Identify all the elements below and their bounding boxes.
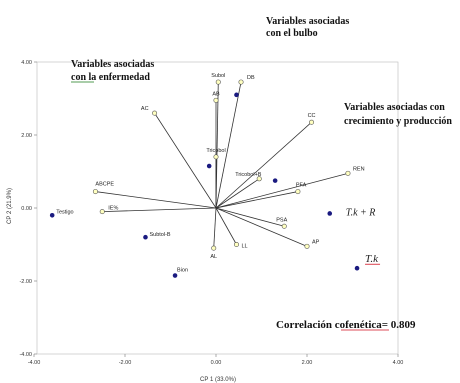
vector-endpoint [213, 154, 219, 160]
vector-endpoint [345, 170, 351, 176]
x-tick-label: 4.00 [393, 360, 404, 366]
vector-line [215, 207, 308, 247]
annotation-bulbo-line2: con el bulbo [266, 28, 318, 39]
vector-label: REN [353, 166, 365, 172]
vector-label: LL [241, 244, 247, 250]
vector-label: Tricobol+B [235, 172, 262, 178]
vector-endpoint [281, 223, 287, 229]
vector-endpoint [211, 245, 217, 251]
treatment-point [49, 213, 55, 218]
treatment-point [354, 265, 360, 271]
vector-label: AP [312, 239, 320, 245]
vector-line [215, 207, 237, 245]
vector-line [215, 172, 349, 209]
vector-line [215, 191, 298, 209]
vector-line [95, 191, 217, 209]
vector-line [215, 121, 312, 209]
x-tick-label: -4.00 [28, 360, 41, 366]
treatment-point [143, 234, 148, 240]
vector-label: IE% [108, 206, 118, 212]
treatment-label: T.k [365, 253, 379, 265]
vector-label: DB [247, 75, 255, 81]
vector-endpoint [99, 209, 105, 215]
x-tick-label: 2.00 [302, 360, 313, 366]
vector-label: AB [212, 91, 220, 97]
vector-label: Tricobol [206, 148, 225, 154]
y-tick-label: -2.00 [19, 279, 32, 285]
vector-line [102, 207, 217, 213]
x-tick-label: -2.00 [119, 360, 132, 366]
vector-endpoint [309, 119, 315, 125]
vector-label: PSA [276, 217, 287, 223]
treatment-label: Testigo [56, 209, 73, 215]
treatment-point [234, 92, 239, 98]
y-tick-label: 0.00 [21, 206, 32, 212]
vector-endpoint [215, 79, 221, 85]
annotation-bulbo-line1: Variables asociadas [266, 16, 349, 27]
vector-line [215, 178, 260, 209]
treatment-point [172, 273, 178, 278]
treatment-label: Bion [177, 268, 188, 274]
vector-label: AL [210, 254, 217, 260]
vector-endpoint [233, 242, 239, 248]
x-axis-label: CP 1 (33.0%) [200, 377, 236, 383]
treatment-points: Testigo Subtol-B Bion T.k + R T.k [49, 92, 381, 278]
vector-label: Subol [211, 73, 225, 79]
treatment-label: Subtol-B [149, 232, 170, 238]
vector-line [215, 81, 242, 209]
vector-line [215, 207, 285, 227]
annotation-crecimiento-line2: crecimiento y producción [344, 116, 452, 127]
annotation-crecimiento-line1: Variables asociadas con [344, 102, 445, 113]
vector-label: PFA [296, 183, 307, 189]
y-tick-label: 4.00 [21, 60, 32, 66]
vector-label: ABCPE [95, 182, 114, 188]
vector-endpoint [304, 243, 310, 249]
vector-line [154, 112, 217, 209]
treatment-point [327, 211, 333, 216]
chart-axes: -4.00 -2.00 0.00 2.00 4.00 4.00 2.00 0.00 -2.00 -… [19, 60, 403, 366]
vector-line [213, 207, 217, 249]
vector-endpoint [152, 110, 158, 116]
y-tick-label: -4.00 [19, 352, 32, 358]
x-tick-label: 0.00 [211, 360, 222, 366]
y-tick-label: 2.00 [21, 133, 32, 139]
loading-vectors: Subol AB DB AC Tricobol Tricobol+B CC REN PFA PSA… [92, 73, 365, 260]
treatment-point [206, 163, 212, 169]
annotation-enfermedad-line1: Variables asociadas [71, 59, 154, 70]
vector-label: AC [141, 106, 149, 112]
vector-endpoint [295, 189, 301, 195]
treatment-point [272, 178, 278, 183]
annotation-enfermedad-line2: con la enfermedad [71, 72, 150, 83]
vector-label: CC [308, 113, 316, 119]
annotation-correlacion: Correlación cofenética= 0.809 [276, 319, 416, 331]
vector-endpoint [256, 176, 262, 182]
vector-endpoint [213, 97, 219, 103]
y-axis-label: CP 2 (21.9%) [7, 188, 13, 224]
vector-endpoint [92, 189, 98, 195]
vector-endpoint [238, 79, 244, 85]
treatment-label: T.k + R [346, 207, 376, 218]
